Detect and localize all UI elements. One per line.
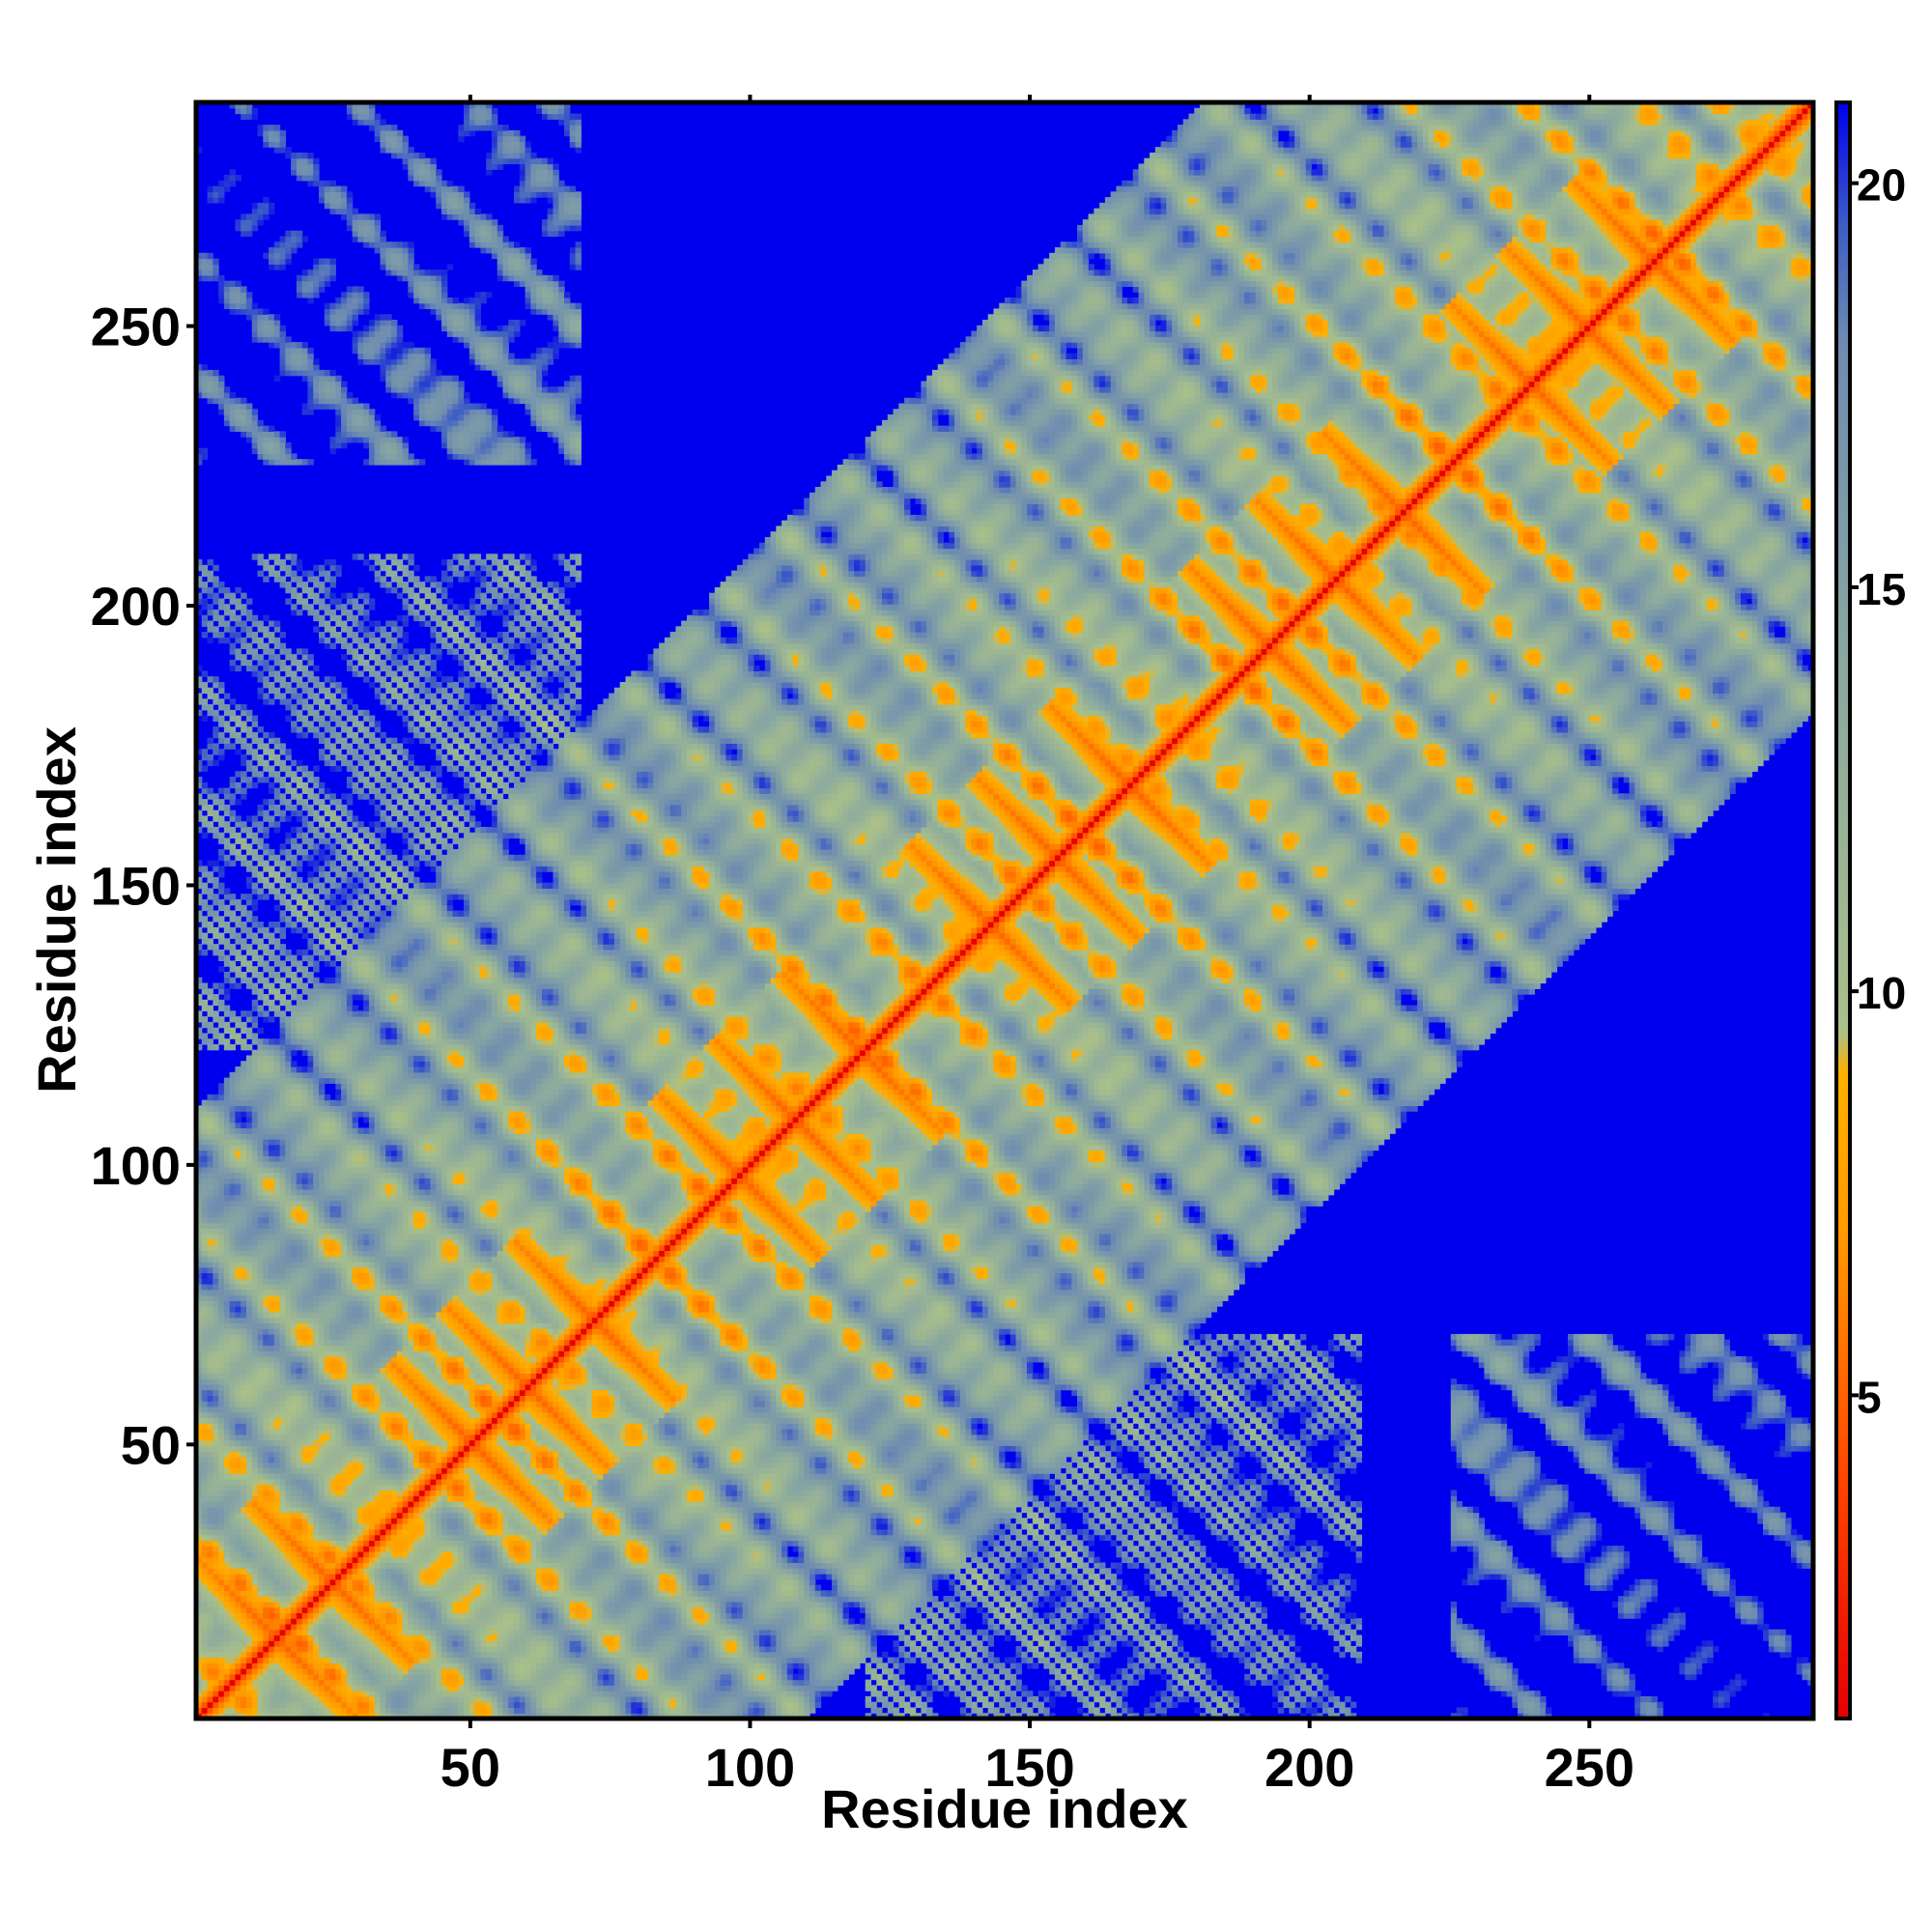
x-tick-label: 50 <box>440 1737 500 1798</box>
y-tick-label: 250 <box>91 297 181 357</box>
colorbar-tick-label: 10 <box>1857 968 1906 1018</box>
x-axis-title: Residue index <box>821 1778 1188 1839</box>
y-axis: 50 100 150 200 250 <box>91 297 196 1476</box>
y-tick-label: 100 <box>91 1135 181 1196</box>
colorbar-tick-label: 15 <box>1857 564 1906 614</box>
heatmap-cells <box>196 102 1814 1719</box>
x-tick-label: 250 <box>1545 1737 1634 1798</box>
x-tick-label: 100 <box>705 1737 795 1798</box>
y-tick-label: 50 <box>121 1414 181 1475</box>
y-tick-label: 150 <box>91 855 181 916</box>
y-axis-title: Residue index <box>26 726 87 1094</box>
colorbar-gradient <box>1836 102 1850 1719</box>
y-tick-label: 200 <box>91 576 181 637</box>
x-tick-label: 200 <box>1264 1737 1354 1798</box>
colorbar-tick-label: 20 <box>1857 160 1906 211</box>
colorbar: 5 10 15 20 <box>1836 102 1906 1719</box>
colorbar-tick-label: 5 <box>1857 1372 1882 1422</box>
